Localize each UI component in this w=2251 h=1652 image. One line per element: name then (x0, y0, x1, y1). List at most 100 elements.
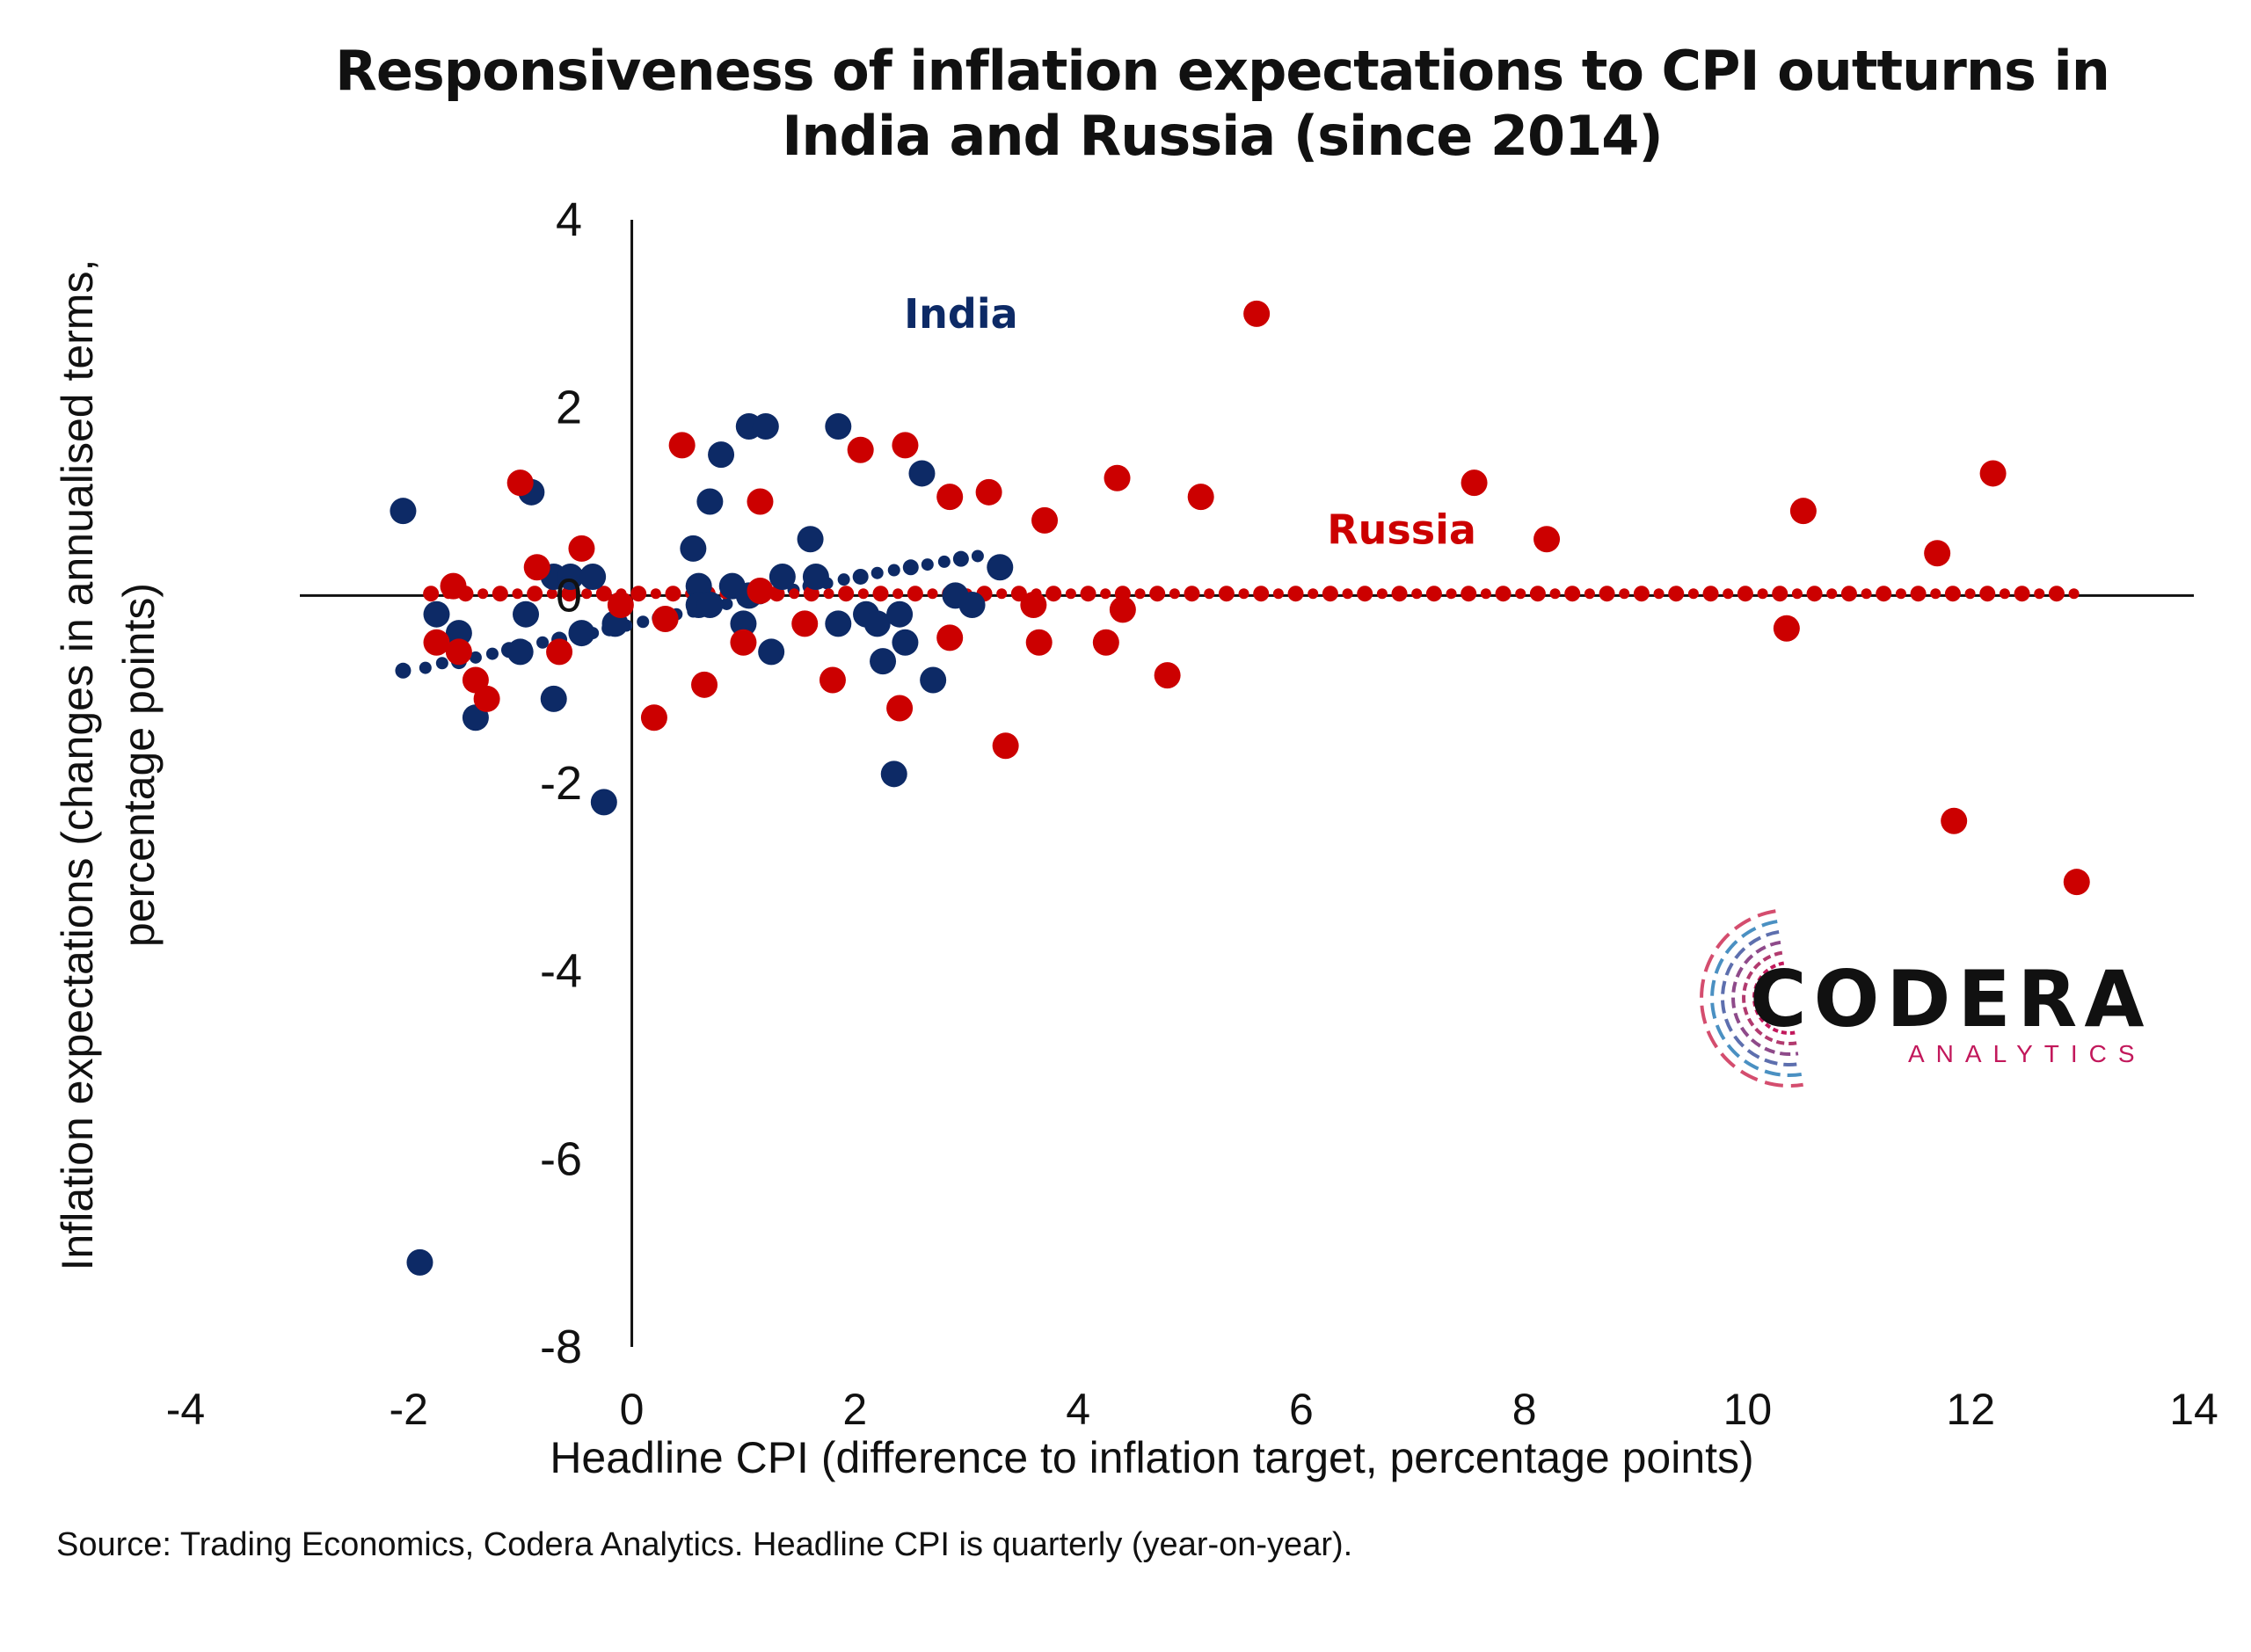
russia-trend-marker (872, 586, 889, 602)
russia-trend-marker (561, 586, 578, 602)
russia-trend-marker (1633, 586, 1650, 602)
india-trend-marker (902, 559, 919, 576)
y-tick-label: -6 (540, 1132, 582, 1185)
logo-arc (1710, 920, 1803, 1077)
russia-point (992, 732, 1019, 760)
russia-point (1533, 526, 1561, 553)
russia-trend-marker (1425, 586, 1442, 602)
russia-trend-marker (1100, 588, 1111, 600)
india-point (769, 563, 796, 590)
russia-trend-marker (1910, 586, 1927, 602)
russia-trend-marker (1840, 586, 1857, 602)
india-point (390, 498, 417, 525)
russia-trend-marker (857, 588, 869, 600)
russia-point (1025, 629, 1053, 656)
russia-trend-marker (1687, 588, 1699, 600)
russia-trend-marker (1515, 588, 1526, 600)
russia-trend-marker (650, 588, 661, 600)
russia-point (886, 695, 914, 722)
series-annotation: Russia (1327, 506, 1476, 554)
india-point (406, 1248, 433, 1276)
russia-trend-marker (838, 586, 855, 602)
india-trend-marker (921, 558, 934, 571)
russia-point (1461, 469, 1488, 497)
russia-point (423, 629, 450, 656)
india-point (752, 413, 779, 440)
russia-point (546, 638, 573, 666)
india-point (987, 554, 1014, 581)
india-trend-marker (485, 647, 499, 660)
russia-trend-marker (1446, 588, 1457, 600)
source-note: Source: Trading Economics, Codera Analyt… (56, 1526, 1353, 1563)
logo-arc (1731, 940, 1799, 1056)
russia-trend-marker (996, 588, 1008, 600)
india-point (568, 620, 595, 647)
axes (300, 220, 2194, 1347)
russia-trend-marker (423, 586, 440, 602)
india-trend-marker (852, 568, 869, 585)
x-tick-label: -4 (166, 1385, 205, 1434)
russia-trend-markers (423, 586, 2080, 602)
russia-point (523, 554, 550, 581)
india-point (892, 629, 919, 656)
india-point (445, 620, 472, 647)
x-tick-label: 10 (1723, 1385, 1773, 1434)
russia-point (506, 469, 534, 497)
russia-point (892, 432, 919, 459)
russia-trend-marker (1238, 588, 1249, 600)
russia-point (1979, 460, 2007, 487)
india-trend-marker (395, 662, 412, 679)
series-annotation: India (904, 290, 1018, 338)
russia-trend-marker (1895, 588, 1906, 600)
russia-point (652, 606, 679, 633)
india-points (390, 413, 1014, 1276)
russia-trend-marker (1134, 588, 1146, 600)
india-point (920, 666, 947, 694)
russia-point (1941, 807, 1968, 834)
russia-point (1104, 464, 1131, 491)
y-tick-label: -8 (540, 1321, 582, 1373)
india-point (506, 638, 534, 666)
russia-trend-marker (1218, 586, 1235, 602)
russia-trend-marker (492, 586, 508, 602)
russia-trend-marker (1826, 588, 1838, 600)
russia-trend-marker (1529, 586, 1546, 602)
russia-point (691, 671, 718, 698)
russia-trend-marker (1549, 588, 1561, 600)
india-trend-marker (952, 550, 969, 567)
russia-trend-marker (1065, 588, 1076, 600)
russia-trend-marker (823, 588, 834, 600)
india-trend-marker (887, 564, 900, 577)
india-point (708, 441, 735, 469)
russia-trend-marker (1080, 586, 1096, 602)
india-trend-marker (536, 636, 550, 649)
russia-trend-marker (1391, 586, 1408, 602)
x-axis-label: Headline CPI (difference to inflation ta… (550, 1433, 1753, 1482)
russia-trend-marker (1668, 586, 1685, 602)
russia-trend-marker (630, 586, 647, 602)
russia-trend-marker (1342, 588, 1353, 600)
india-point (680, 535, 707, 562)
india-trend-marker (637, 615, 650, 629)
russia-trend-marker (1979, 586, 1996, 602)
russia-trend-marker (1861, 588, 1872, 600)
russia-trend-marker (1495, 586, 1512, 602)
russia-trend-marker (512, 588, 523, 600)
russia-trend-marker (1204, 588, 1215, 600)
russia-trend-marker (1999, 588, 2010, 600)
russia-trend-marker (546, 588, 557, 600)
russia-trend-marker (1376, 588, 1388, 600)
russia-trend-marker (595, 586, 612, 602)
russia-trend-marker (1702, 586, 1719, 602)
india-point (797, 526, 824, 553)
russia-trend-marker (477, 588, 489, 600)
russia-trend-marker (1149, 586, 1166, 602)
x-tick-label: 12 (1946, 1385, 1995, 1434)
russia-point (747, 577, 774, 604)
russia-point (668, 432, 696, 459)
russia-point (2063, 869, 2090, 896)
logo-arc (1721, 929, 1801, 1066)
russia-trend-marker (927, 588, 938, 600)
russia-point (1109, 596, 1136, 623)
